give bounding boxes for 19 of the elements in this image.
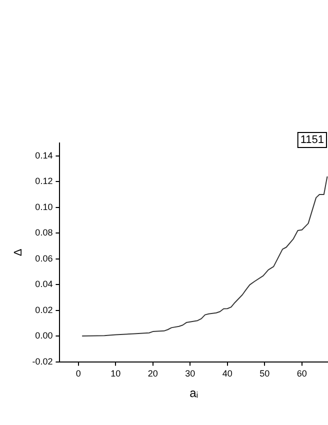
annotation: 1151 (300, 134, 324, 146)
y-tick-label: 0.00 (35, 330, 53, 341)
y-tick-label: 0.04 (35, 279, 53, 290)
y-tick-label: 0.08 (35, 228, 53, 238)
x-tick-label: 50 (260, 368, 270, 379)
x-tick-label: 60 (296, 368, 307, 379)
x-tick-label: 30 (185, 368, 196, 379)
x-tick-label: 0 (76, 368, 81, 379)
x-tick-label: 40 (222, 368, 232, 379)
y-tick-label: -0.02 (32, 356, 53, 366)
y-tick-label: 0.14 (35, 150, 53, 160)
x-axis-title: aᵢ (190, 386, 198, 400)
y-tick-label: 0.02 (35, 304, 53, 315)
y-tick-label: 0.12 (35, 176, 53, 186)
y-tick-label: 0.06 (35, 253, 53, 264)
y-axis-title: Δ (12, 248, 25, 256)
x-tick-label: 10 (110, 368, 121, 379)
y-tick-label: 0.10 (35, 202, 53, 212)
x-tick-label: 20 (148, 368, 158, 379)
